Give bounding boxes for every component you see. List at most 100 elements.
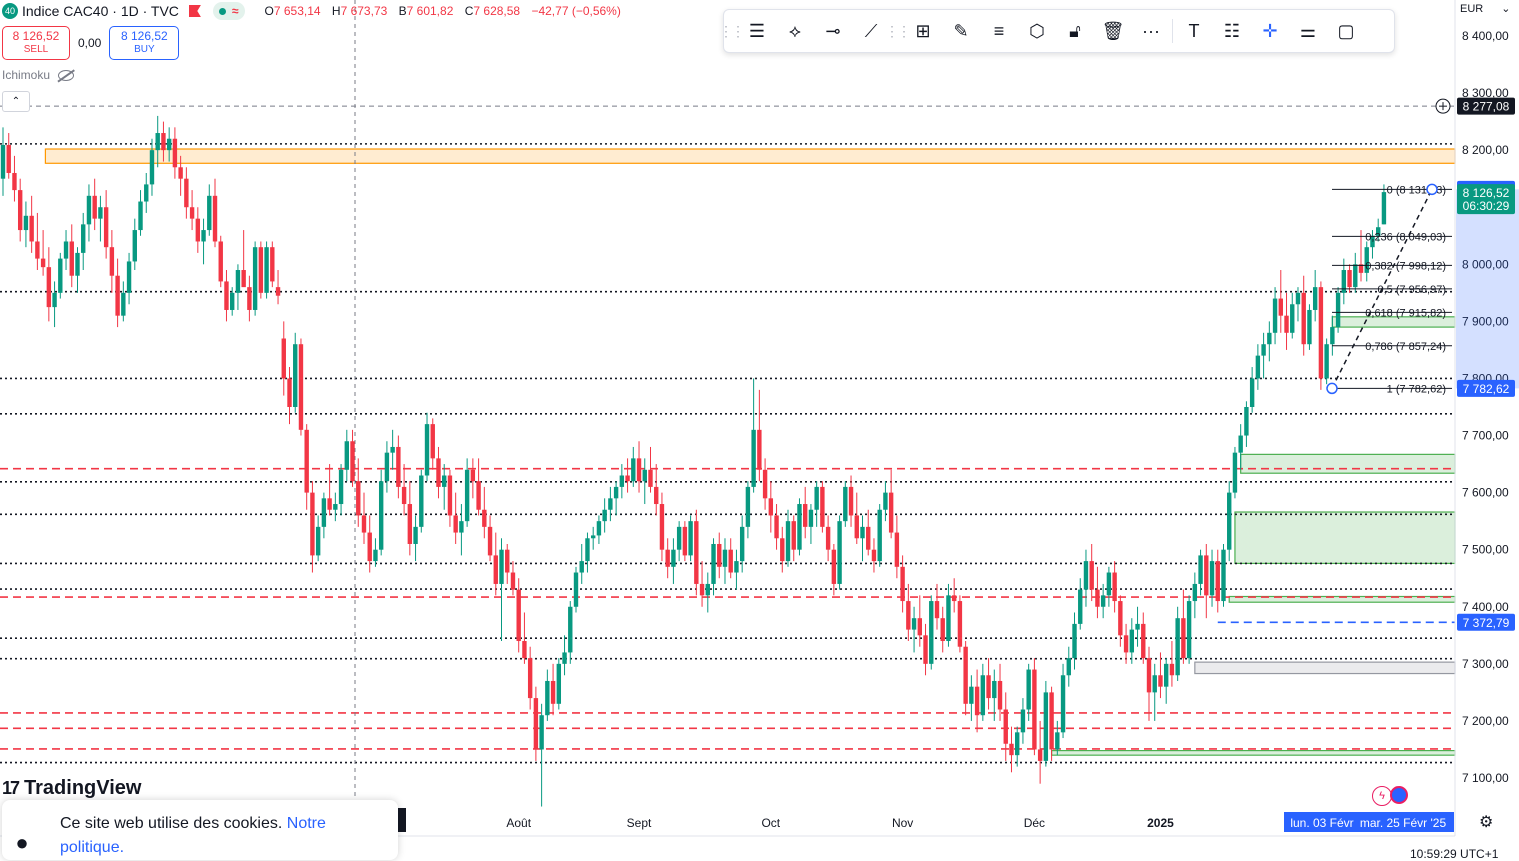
buy-price: 8 126,52	[121, 29, 168, 43]
candle-down	[957, 601, 963, 647]
layout-icon[interactable]: ⊞	[915, 20, 931, 41]
change-value: −42,77 (−0,56%)	[531, 4, 621, 18]
candle-down	[1118, 601, 1123, 636]
hover-date-start: lun. 03 Févr	[1290, 816, 1353, 830]
high-key: H	[331, 4, 341, 18]
candle-down	[940, 618, 945, 642]
candle-up	[1186, 601, 1192, 659]
tradingview-logo[interactable]: 17 TradingView	[2, 777, 141, 800]
price-tick-label: 8 200,00	[1462, 143, 1509, 157]
candle-up	[1106, 572, 1112, 596]
brand-name: TradingView	[24, 777, 142, 799]
price-tag-box	[1457, 97, 1515, 115]
hlines-icon[interactable]: ⚌	[1299, 20, 1317, 41]
tradingview-mark-icon: 17	[2, 778, 20, 798]
candle-up	[1370, 235, 1375, 248]
price-tick-label: 7 600,00	[1462, 486, 1509, 500]
market-status-chip[interactable]: ≈	[212, 2, 245, 20]
fib-anchor-start	[1326, 382, 1338, 395]
candle-up	[1227, 492, 1232, 550]
trash-icon[interactable]: 🗑︎	[1101, 20, 1125, 41]
candle-up	[1324, 344, 1329, 379]
candle-down	[17, 190, 23, 231]
fib-icon[interactable]: ☷	[1223, 20, 1241, 41]
candle-up	[992, 680, 997, 699]
timezone-clock[interactable]: 10:59:29 UTC+1	[1410, 847, 1499, 861]
candle-down	[717, 543, 722, 567]
candle-down	[997, 680, 1003, 710]
candle-down	[172, 138, 178, 168]
high-value: 7 673,73	[340, 4, 388, 18]
candle-down	[768, 498, 774, 516]
candle-up	[911, 618, 917, 630]
candle-down	[476, 481, 481, 510]
time-tick-label: Nov	[892, 816, 913, 830]
symbol-logo-icon[interactable]: 40	[2, 3, 18, 19]
collapse-legend-button[interactable]: ⌃	[2, 91, 30, 112]
candle-down	[866, 526, 871, 550]
lightning-icon[interactable]: ϟ	[1372, 786, 1392, 806]
candle-up	[785, 521, 791, 562]
more-icon[interactable]: ···	[1142, 20, 1160, 41]
cookie-policy-link-2[interactable]: politique.	[60, 839, 125, 856]
price-tag-label: 7 372,79	[1463, 616, 1510, 630]
candle-up	[1026, 669, 1031, 710]
candle-down	[396, 446, 401, 487]
candle-down	[1141, 623, 1146, 659]
path-icon[interactable]: ⟋	[864, 20, 878, 41]
candle-up	[613, 486, 619, 499]
line-weight-icon[interactable]: ≡	[993, 20, 1005, 41]
candle-up	[1364, 247, 1369, 273]
candle-up	[1381, 192, 1387, 225]
hide-eye-icon[interactable]	[58, 69, 75, 81]
settings-icon[interactable]: ⬡	[1029, 20, 1045, 41]
candle-up	[98, 207, 103, 219]
replay-icon[interactable]	[1390, 786, 1408, 804]
text-icon[interactable]: T	[1188, 20, 1200, 41]
price-tag-label: 8 126,52	[1463, 186, 1510, 200]
horizontal-ray-icon[interactable]: ⊸	[825, 20, 841, 41]
sell-button[interactable]: 8 126,52 SELL	[2, 26, 70, 60]
indicator-legend[interactable]: Ichimoku	[2, 68, 75, 82]
chart-settings-icon[interactable]: ⚙	[1479, 814, 1494, 831]
buy-button[interactable]: 8 126,52 BUY	[109, 26, 180, 60]
candle-down	[757, 429, 762, 470]
fib-level-label: 0,786 (7 857,24)	[1365, 341, 1446, 353]
symbol-title[interactable]: Indice CAC40 · 1D · TVC	[22, 3, 179, 19]
candle-down	[270, 247, 275, 282]
price-tick-label: 7 200,00	[1462, 714, 1509, 728]
market-open-icon	[218, 7, 226, 15]
candle-up	[1055, 732, 1060, 750]
candle-up	[860, 526, 865, 539]
candle-down	[527, 658, 533, 699]
grip-icon-2[interactable]: ⋮⋮	[885, 22, 911, 39]
rectangle-icon[interactable]: ▢	[1337, 20, 1355, 41]
trend-line-group-icon[interactable]: ☰	[748, 20, 766, 41]
candle-down	[694, 521, 699, 584]
candle-up	[1376, 227, 1381, 236]
candle-up	[419, 475, 424, 527]
curve-icon[interactable]: ⟡	[789, 20, 801, 41]
candle-up	[1330, 327, 1335, 345]
cookie-policy-link[interactable]: Notre	[286, 815, 326, 832]
candle-up	[1015, 732, 1020, 756]
sell-price: 8 126,52	[12, 29, 60, 43]
price-tick-label: 7 400,00	[1462, 600, 1509, 614]
currency-selector[interactable]: EUR ⌄	[1460, 2, 1510, 16]
crosshair-icon[interactable]: ✛	[1262, 20, 1278, 41]
candle-down	[367, 532, 372, 562]
candle-down	[470, 469, 476, 482]
grip-icon[interactable]: ⋮⋮	[719, 22, 745, 39]
pencil-icon[interactable]: ✎	[953, 20, 969, 41]
cookie-banner: ● Ce site web utilise des cookies. Notre…	[2, 800, 398, 860]
candle-down	[1284, 315, 1289, 333]
time-tick-label: Déc	[1024, 816, 1045, 830]
candle-up	[1238, 435, 1243, 453]
lock-icon[interactable]: 🔓︎	[1069, 20, 1081, 41]
candle-down	[1009, 743, 1014, 756]
candle-up	[642, 469, 647, 482]
flag-icon[interactable]	[188, 5, 201, 17]
candle-up	[539, 715, 544, 750]
